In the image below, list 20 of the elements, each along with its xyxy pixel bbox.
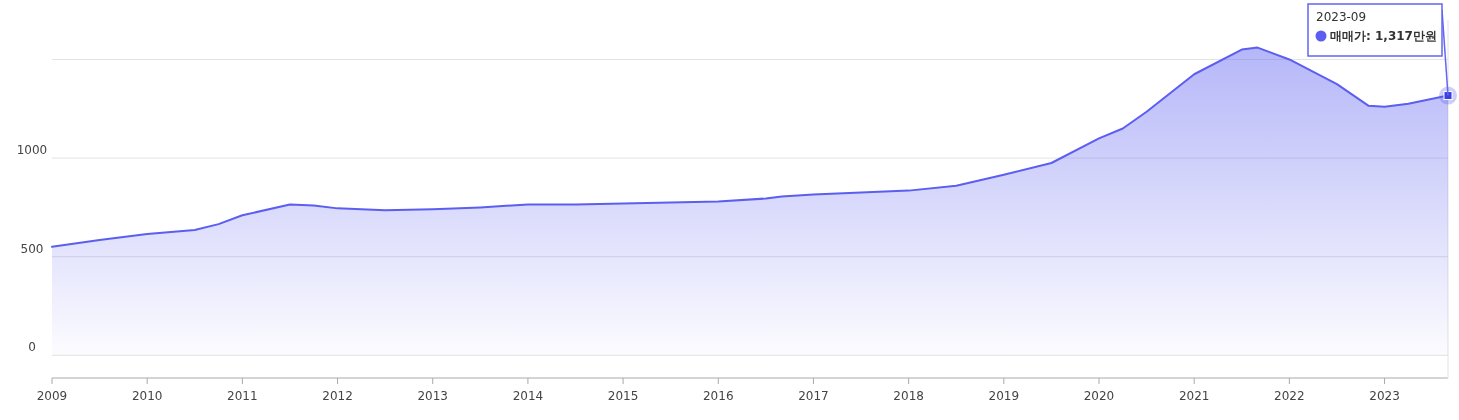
- x-tick-label: 2017: [798, 389, 829, 403]
- x-tick-label: 2018: [893, 389, 924, 403]
- x-tick-label: 2012: [322, 389, 353, 403]
- x-tick-label: 2022: [1274, 389, 1305, 403]
- x-tick-label: 2023: [1369, 389, 1400, 403]
- annotation: 2023-09: [1316, 10, 1367, 24]
- x-tick-label: 2013: [417, 389, 448, 403]
- x-tick-label: 2016: [703, 389, 734, 403]
- x-tick-label: 2020: [1083, 389, 1115, 403]
- annotation: 매매가: 1,317만원: [1330, 29, 1437, 43]
- x-tick-label: 2009: [36, 389, 68, 403]
- x-tick-label: 2010: [131, 389, 163, 403]
- x-tick-label: 2019: [988, 389, 1020, 403]
- y-tick-label: 0: [28, 340, 36, 355]
- y-tick-label: 500: [20, 241, 44, 256]
- x-tick-label: 2021: [1178, 389, 1210, 403]
- y-tick-label: 1000: [16, 143, 48, 158]
- x-tick-label: 2014: [512, 389, 544, 403]
- x-tick-label: 2011: [227, 389, 258, 403]
- x-tick-label: 2015: [607, 389, 639, 403]
